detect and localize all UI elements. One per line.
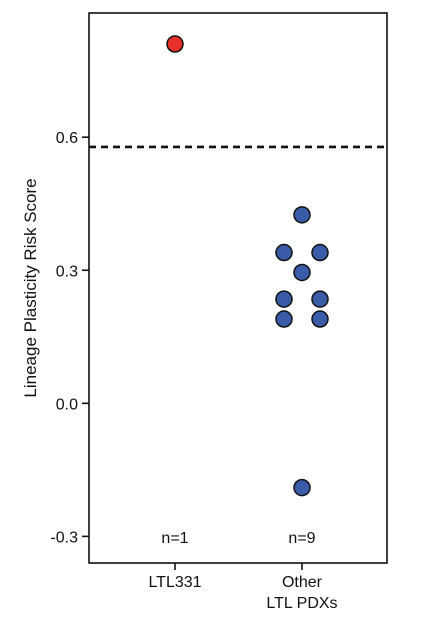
data-point bbox=[293, 206, 311, 224]
data-point bbox=[311, 310, 329, 328]
y-tick-label: -0.3 bbox=[50, 529, 78, 546]
y-axis-label: Lineage Plasticity Risk Score bbox=[21, 178, 40, 397]
data-point bbox=[275, 243, 293, 262]
data-points bbox=[166, 35, 329, 497]
x-category-label: Other bbox=[282, 574, 323, 591]
sample-count-label: n=1 bbox=[161, 530, 188, 547]
data-point bbox=[311, 290, 329, 308]
data-point bbox=[275, 310, 293, 328]
x-category-label: LTL PDXs bbox=[266, 595, 337, 612]
data-point bbox=[166, 35, 184, 53]
data-point bbox=[293, 263, 311, 282]
y-tick-label: 0.6 bbox=[56, 130, 78, 147]
x-axis: LTL331 Other LTL PDXs bbox=[148, 563, 338, 612]
data-point bbox=[293, 478, 311, 497]
data-point bbox=[275, 290, 293, 308]
plot-frame bbox=[88, 12, 388, 564]
y-tick-label: 0.0 bbox=[56, 396, 78, 413]
y-axis: -0.3 0.0 0.3 0.6 bbox=[50, 130, 89, 546]
data-point bbox=[311, 243, 329, 262]
sample-count-label: n=9 bbox=[288, 530, 315, 547]
y-tick-label: 0.3 bbox=[56, 263, 78, 280]
x-category-label: LTL331 bbox=[148, 574, 201, 591]
count-labels: n=1 n=9 bbox=[161, 530, 315, 547]
